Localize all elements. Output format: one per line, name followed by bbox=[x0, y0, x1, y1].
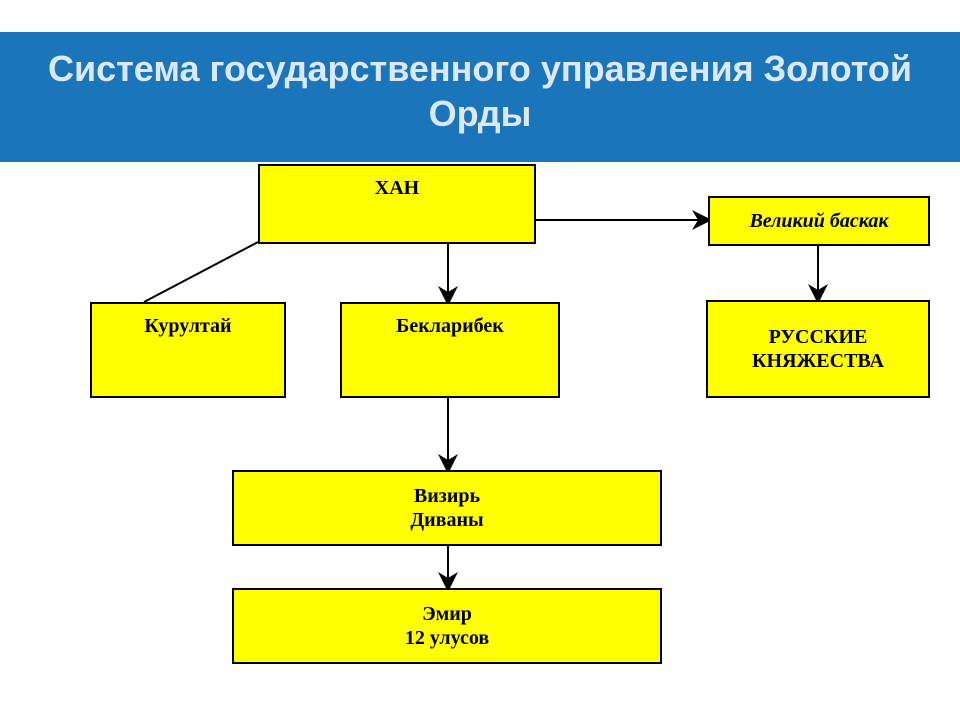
node-khan: ХАН bbox=[258, 164, 536, 244]
node-kurultay-label: Курултай bbox=[144, 314, 231, 338]
node-beklarbek-label: Бекларибек bbox=[396, 314, 504, 338]
node-vizir: ВизирьДиваны bbox=[232, 470, 662, 546]
node-beklarbek: Бекларибек bbox=[340, 302, 560, 398]
node-khan-label: ХАН bbox=[375, 176, 419, 200]
page-title-text: Система государственного управления Золо… bbox=[48, 48, 912, 134]
node-vizir-label: ВизирьДиваны bbox=[410, 484, 483, 532]
edge-khan_side bbox=[144, 242, 258, 302]
node-emir: Эмир12 улусов bbox=[232, 588, 662, 664]
node-baskak: Великий баскак bbox=[708, 196, 930, 246]
page-title: Система государственного управления Золо… bbox=[0, 32, 960, 162]
node-emir-label: Эмир12 улусов bbox=[405, 602, 489, 650]
node-rus: РУССКИЕКНЯЖЕСТВА bbox=[706, 300, 930, 398]
node-kurultay: Курултай bbox=[90, 302, 286, 398]
node-rus-label: РУССКИЕКНЯЖЕСТВА bbox=[752, 325, 884, 373]
node-baskak-label: Великий баскак bbox=[749, 209, 888, 233]
